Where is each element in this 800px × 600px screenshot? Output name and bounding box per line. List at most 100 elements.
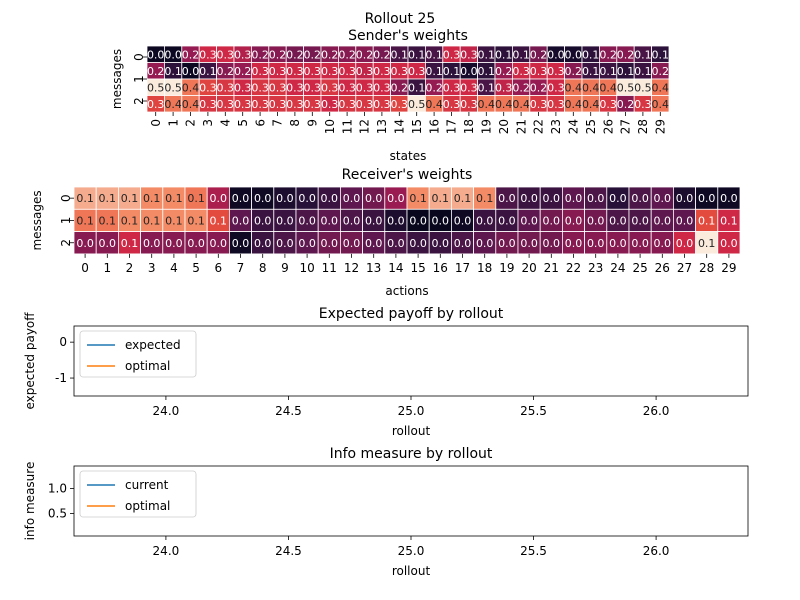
heatmap-cell-label: 0.3 [443,81,461,94]
heatmap-cell-label: 0.0 [654,214,672,227]
heatmap-cell-label: 0.4 [512,98,530,111]
heatmap-cell-label: 0.0 [609,192,627,205]
heatmap-cell-label: 0.3 [251,98,269,111]
x-tick-label: 7 [237,261,245,275]
heatmap-cell-label: 0.1 [199,65,217,78]
heatmap-cell-label: 0.3 [269,81,287,94]
heatmap-cell-label: 0.0 [631,237,649,250]
x-tick-label: 25.5 [520,404,547,418]
x-tick-label: 11 [340,119,354,134]
y-tick-label: 1.0 [48,482,67,496]
heatmap-cell-label: 0.2 [391,81,409,94]
heatmap-cell-label: 0.1 [165,192,183,205]
x-tick-label: 23 [549,119,563,134]
heatmap-cell-label: 0.0 [476,214,494,227]
heatmap-cell-label: 0.1 [408,81,426,94]
heatmap-cell-label: 0.1 [432,192,450,205]
x-tick-label: 7 [271,119,285,127]
heatmap-cell-label: 0.2 [217,65,235,78]
heatmap-cell-label: 0.3 [234,98,252,111]
heatmap-cell-label: 0.3 [199,48,217,61]
heatmap-cell-label: 0.3 [338,65,356,78]
x-tick-label: 8 [288,119,302,127]
heatmap-cell-label: 0.0 [321,192,339,205]
x-tick-label: 24.5 [275,404,302,418]
heatmap-cell-label: 0.0 [631,214,649,227]
x-tick-label: 22 [566,261,581,275]
heatmap-cell-label: 0.0 [321,237,339,250]
heatmap-cell-label: 0.0 [210,237,228,250]
heatmap-cell-label: 0.3 [408,65,426,78]
heatmap-cell-label: 0.2 [338,48,356,61]
heatmap-cell-label: 0.1 [698,214,716,227]
heatmap-cell-label: 0.3 [460,81,478,94]
x-tick-label: 13 [366,261,381,275]
x-tick-label: 29 [654,119,668,134]
heatmap-cell-label: 0.2 [425,81,443,94]
heatmap-cell-label: 0.0 [432,214,450,227]
x-tick-label: 6 [214,261,222,275]
heatmap-cell-label: 0.4 [565,98,583,111]
x-tick-label: 25.0 [398,404,425,418]
heatmap-cell-label: 0.1 [698,237,716,250]
heatmap-cell-label: 0.2 [512,81,530,94]
heatmap-cell-label: 0.0 [387,192,405,205]
heatmap-cell-label: 0.1 [164,65,182,78]
heatmap-cell-label: 0.0 [720,237,738,250]
heatmap-cell-label: 0.3 [373,98,391,111]
y-axis-label: expected payoff [23,312,37,410]
x-tick-label: 18 [462,119,476,134]
heatmap-cell-label: 0.0 [565,237,583,250]
heatmap-cell-label: 0.2 [530,81,548,94]
x-tick-label: 27 [677,261,692,275]
heatmap-cell-label: 0.3 [634,98,652,111]
x-tick-label: 16 [433,261,448,275]
y-tick-label: 2 [59,239,73,247]
heatmap-cell-label: 0.3 [217,98,235,111]
heatmap-cell-label: 0.3 [460,98,478,111]
heatmap-cell-label: 0.2 [304,48,322,61]
x-axis-label: rollout [392,424,431,438]
heatmap-cell-label: 0.1 [99,192,117,205]
x-tick-label: 0 [81,261,89,275]
legend-label: optimal [125,359,170,373]
x-tick-label: 24 [610,261,625,275]
heatmap-cell-label: 0.1 [121,237,139,250]
heatmap-cell-label: 0.0 [298,237,316,250]
heatmap-cell-label: 0.3 [391,98,409,111]
x-tick-label: 6 [253,119,267,127]
heatmap-cell-label: 0.1 [187,192,205,205]
x-tick-label: 18 [477,261,492,275]
heatmap-cell-label: 0.3 [321,81,339,94]
x-tick-label: 11 [322,261,337,275]
x-tick-label: 3 [201,119,215,127]
heatmap-cell-label: 0.0 [520,214,538,227]
heatmap-cell-label: 0.3 [547,98,565,111]
heatmap-cell-label: 0.0 [276,192,294,205]
x-tick-label: 17 [455,261,470,275]
x-tick-label: 27 [619,119,633,134]
heatmap-cell-label: 0.0 [387,237,405,250]
x-tick-label: 26 [601,119,615,134]
heatmap-cell-label: 0.4 [164,98,182,111]
x-axis-label: actions [385,284,428,298]
x-tick-label: 17 [445,119,459,134]
heatmap-cell-label: 0.0 [99,237,117,250]
heatmap-cell-label: 0.4 [182,81,200,94]
x-tick-label: 26 [655,261,670,275]
heatmap-cell-label: 0.3 [286,65,304,78]
heatmap-cell-label: 0.5 [617,81,635,94]
heatmap-cell-label: 0.2 [599,48,617,61]
chart-title: Info measure by rollout [330,446,493,462]
heatmap-cell-label: 0.0 [631,192,649,205]
heatmap-cell-label: 0.0 [298,214,316,227]
expected-payoff-chart: Expected payoff by rollout 24.0 24.5 25.0 25… [23,306,749,438]
heatmap-cell-label: 0.1 [210,214,228,227]
heatmap-cell-label: 0.3 [443,48,461,61]
heatmap-cell-label: 0.0 [587,237,605,250]
heatmap-cell-label: 0.4 [495,98,513,111]
heatmap-cell-label: 0.3 [547,81,565,94]
heatmap-cell-label: 0.0 [409,214,427,227]
x-tick-label: 4 [219,119,233,127]
